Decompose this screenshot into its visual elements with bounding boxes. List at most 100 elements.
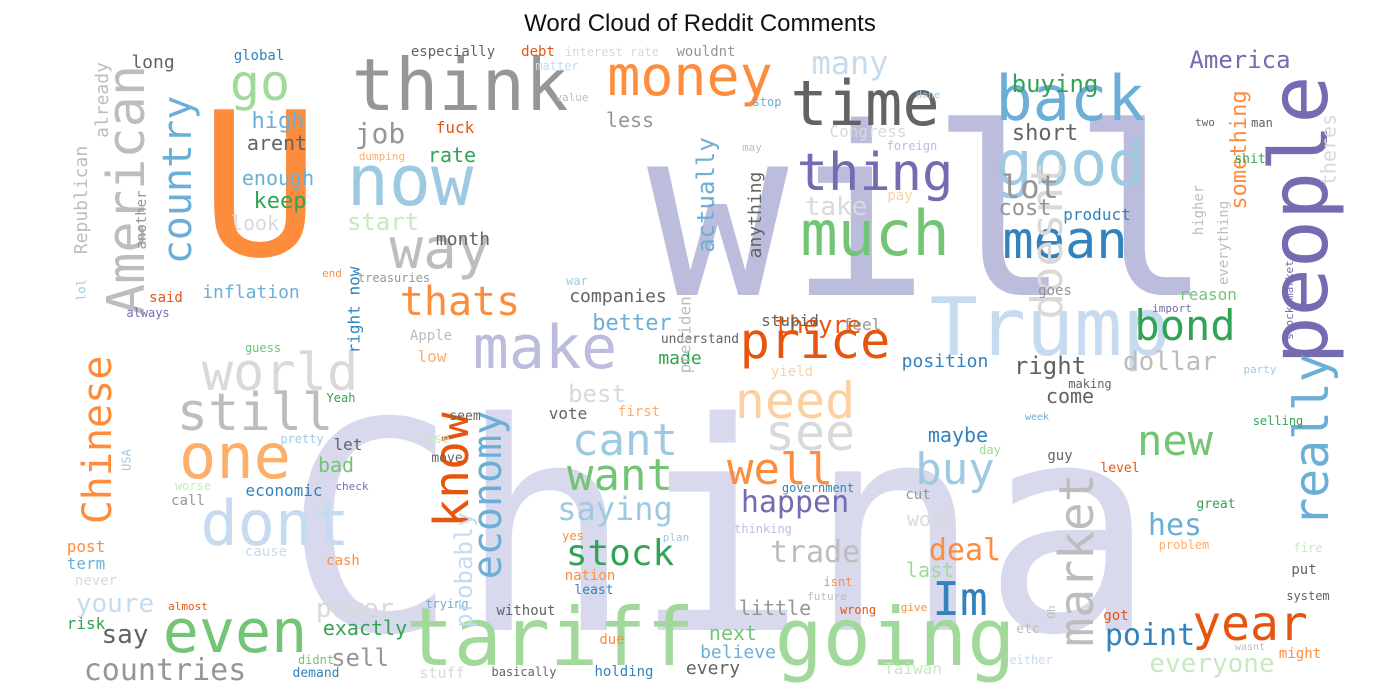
word-low: low (418, 347, 447, 366)
word-countries: countries (84, 653, 247, 688)
word-cant: cant (572, 415, 678, 466)
word-well: well (727, 444, 833, 495)
word-future: future (807, 590, 847, 603)
word-post: post (67, 537, 106, 556)
word-import: import (1152, 302, 1192, 315)
word-make: make (473, 313, 618, 383)
word-china: China (284, 362, 1157, 699)
word-vote: vote (549, 404, 588, 423)
word-theres: theres (1317, 114, 1341, 186)
word-value: value (555, 91, 588, 104)
word-money: money (607, 44, 773, 108)
word-start: start (347, 208, 419, 236)
word-trump: Trump (930, 281, 1171, 374)
word-less: less (606, 108, 654, 132)
word-cost: cost (999, 196, 1052, 221)
word-trying: trying (425, 597, 468, 611)
word-etc: etc (1016, 622, 1039, 637)
word-lol: lol (75, 279, 89, 301)
word-better: better (592, 311, 671, 336)
word-fire: fire (1294, 541, 1323, 555)
word-believe: believe (700, 642, 776, 663)
word-right-now: right now (345, 266, 364, 353)
word-yes: yes (562, 529, 584, 543)
word-really: really (1284, 353, 1340, 526)
word-economy: economy (465, 411, 511, 580)
word-cut: cut (905, 487, 930, 503)
word-almost: almost (168, 600, 208, 613)
chart-title: Word Cloud of Reddit Comments (524, 10, 876, 37)
word-high: high (252, 109, 305, 134)
word-long: long (131, 52, 174, 73)
word-new: new (1137, 416, 1214, 465)
word-seem: seem (449, 409, 480, 424)
word-selling: selling (1253, 414, 1304, 428)
word-plan: plan (663, 531, 690, 544)
word-give: give (901, 601, 928, 614)
word-exactly: exactly (323, 616, 407, 640)
word-will: will (647, 78, 1213, 351)
word-u: U (200, 70, 320, 303)
word-bad: bad (318, 453, 354, 477)
word-risk: risk (67, 614, 106, 633)
word-think: think (352, 43, 569, 127)
word-got: got (1103, 608, 1128, 624)
word-least: least (574, 583, 613, 598)
word-happen: happen (741, 485, 849, 520)
word-already: already (92, 62, 113, 138)
word-move: move (431, 451, 462, 466)
word-one: one (179, 420, 291, 493)
word-stuff: stuff (419, 664, 464, 682)
word-take: take (805, 192, 868, 222)
word-inflation: inflation (202, 282, 300, 303)
word-congress: Congress (829, 122, 906, 141)
word-thats: thats (400, 279, 520, 325)
word-product: product (1063, 205, 1130, 224)
word-much: much (800, 197, 949, 270)
word-anything: anything (745, 172, 766, 259)
word-american: American (97, 65, 157, 315)
word-another: another (134, 190, 150, 249)
word-let: let (334, 435, 363, 454)
word-right: right (1014, 352, 1086, 380)
word-enough: enough (242, 166, 314, 190)
word-many: many (811, 44, 888, 82)
word-job: job (355, 117, 406, 150)
word-yield: yield (771, 364, 813, 380)
word-said: said (149, 290, 183, 306)
word-goes: goes (1038, 283, 1072, 299)
word-stock-market: stock market (1283, 260, 1296, 339)
word-first: first (618, 404, 660, 420)
word-want: want (567, 450, 673, 501)
word-global: global (234, 48, 285, 64)
word-great: great (1196, 497, 1235, 512)
word-best: best (568, 380, 626, 408)
word-world: world (202, 343, 359, 403)
word-yeah: Yeah (327, 391, 356, 405)
word-month: month (436, 229, 490, 250)
word-say: say (102, 620, 149, 650)
word-taiwan: Taiwan (884, 659, 942, 678)
word-still: still (177, 383, 334, 443)
word-chinese: Chinese (75, 356, 121, 525)
word-making: making (1068, 377, 1111, 391)
word-go: go (230, 54, 290, 112)
word-everything: everything (1216, 201, 1232, 285)
word-power: power (316, 594, 394, 624)
word-back: back (995, 62, 1144, 135)
word-may: may (742, 141, 762, 154)
word-keep: keep (254, 189, 307, 214)
word-cause: cause (245, 544, 287, 560)
word-need: need (735, 372, 855, 430)
word-party: party (1243, 363, 1276, 376)
word-tariff: tariff (406, 591, 695, 684)
word-pay: pay (887, 188, 912, 204)
word-never: never (75, 573, 117, 589)
word-pretty: pretty (280, 432, 323, 446)
word-end: end (322, 267, 342, 280)
word-every: every (686, 658, 740, 679)
word-especially: especially (411, 44, 495, 60)
word-trade: trade (770, 535, 860, 570)
word-holding: holding (594, 664, 653, 680)
word-call: call (171, 493, 205, 509)
